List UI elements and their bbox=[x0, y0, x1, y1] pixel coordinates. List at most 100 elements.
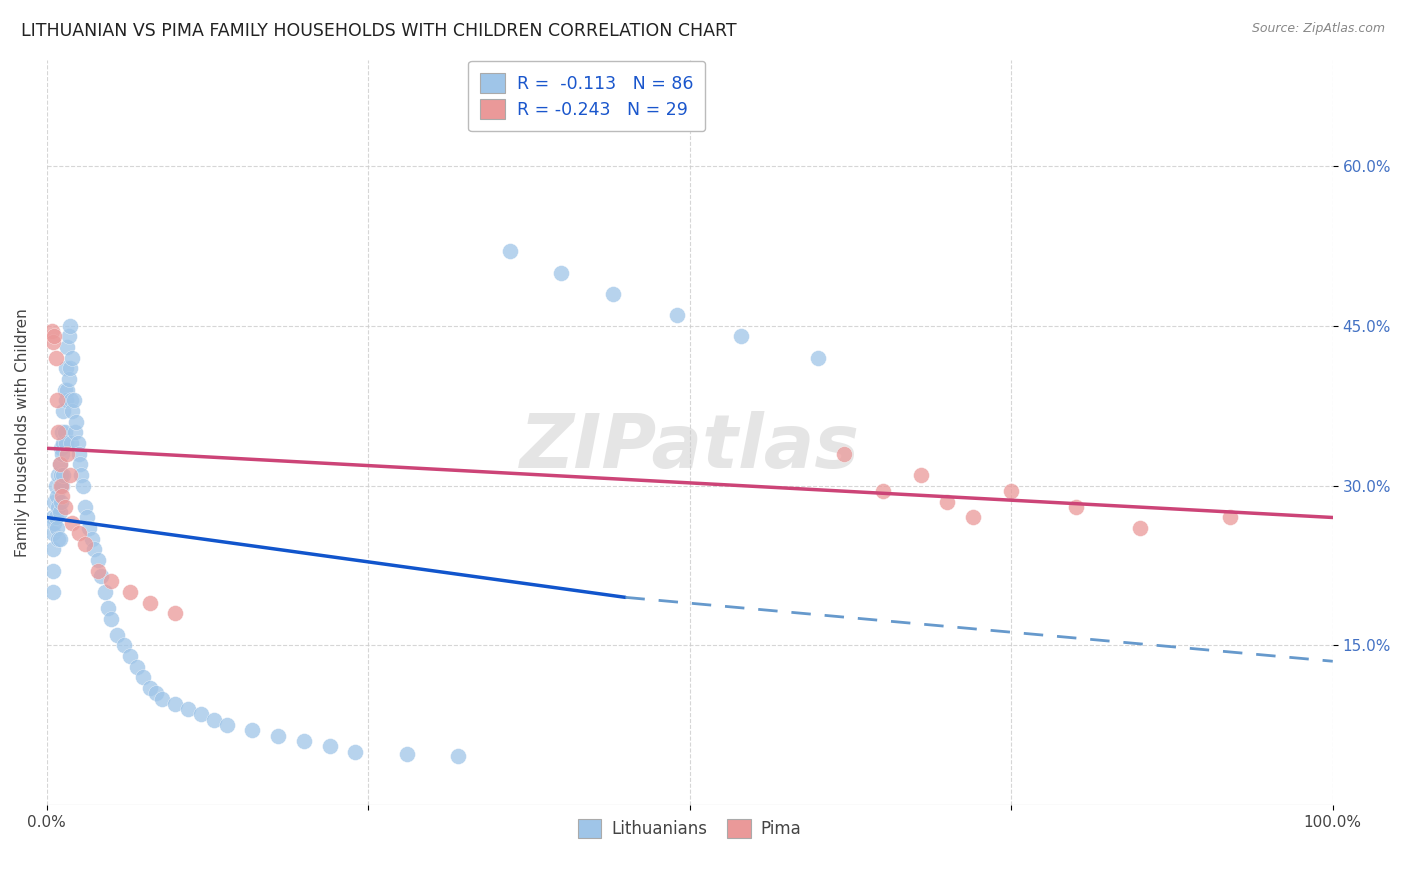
Point bbox=[42, 564, 65, 578]
Point bbox=[76, 510, 98, 524]
Point bbox=[59, 318, 82, 333]
Point bbox=[67, 526, 90, 541]
Point bbox=[45, 351, 67, 365]
Text: ZIPatlas: ZIPatlas bbox=[520, 410, 859, 483]
Point bbox=[125, 659, 148, 673]
Point bbox=[53, 500, 76, 514]
Text: LITHUANIAN VS PIMA FAMILY HOUSEHOLDS WITH CHILDREN CORRELATION CHART: LITHUANIAN VS PIMA FAMILY HOUSEHOLDS WIT… bbox=[21, 22, 737, 40]
Point bbox=[49, 478, 72, 492]
Point bbox=[602, 286, 624, 301]
Point bbox=[242, 723, 264, 738]
Point bbox=[75, 537, 97, 551]
Legend: Lithuanians, Pima: Lithuanians, Pima bbox=[571, 813, 808, 845]
Point bbox=[53, 425, 76, 440]
Point bbox=[138, 596, 160, 610]
Point bbox=[59, 467, 82, 482]
Point bbox=[58, 329, 80, 343]
Point bbox=[56, 340, 79, 354]
Point bbox=[46, 467, 69, 482]
Point bbox=[56, 383, 79, 397]
Point bbox=[46, 425, 69, 440]
Point bbox=[46, 521, 69, 535]
Text: Source: ZipAtlas.com: Source: ZipAtlas.com bbox=[1251, 22, 1385, 36]
Point bbox=[87, 564, 110, 578]
Point bbox=[318, 739, 340, 754]
Point bbox=[55, 436, 77, 450]
Point bbox=[46, 500, 69, 514]
Point bbox=[45, 478, 67, 492]
Point bbox=[344, 745, 367, 759]
Point bbox=[90, 569, 112, 583]
Point bbox=[107, 627, 129, 641]
Point bbox=[962, 510, 984, 524]
Point bbox=[120, 585, 142, 599]
Point bbox=[42, 510, 65, 524]
Point bbox=[730, 329, 752, 343]
Point bbox=[42, 585, 65, 599]
Point bbox=[52, 436, 75, 450]
Point bbox=[59, 361, 82, 376]
Point bbox=[55, 393, 77, 408]
Point bbox=[48, 457, 70, 471]
Point bbox=[67, 447, 90, 461]
Point bbox=[51, 489, 73, 503]
Point bbox=[267, 729, 290, 743]
Point bbox=[60, 351, 83, 365]
Point bbox=[87, 553, 110, 567]
Point bbox=[165, 697, 187, 711]
Point bbox=[51, 447, 73, 461]
Point bbox=[498, 244, 520, 259]
Point bbox=[292, 734, 315, 748]
Point bbox=[48, 532, 70, 546]
Point bbox=[202, 713, 225, 727]
Point bbox=[65, 415, 87, 429]
Point bbox=[66, 436, 89, 450]
Point bbox=[145, 686, 167, 700]
Point bbox=[80, 532, 103, 546]
Point bbox=[72, 478, 94, 492]
Point bbox=[190, 707, 212, 722]
Point bbox=[97, 601, 120, 615]
Point bbox=[63, 425, 86, 440]
Point bbox=[100, 574, 122, 589]
Point bbox=[58, 372, 80, 386]
Point bbox=[60, 436, 83, 450]
Point bbox=[100, 612, 122, 626]
Point bbox=[1064, 500, 1087, 514]
Point bbox=[165, 607, 187, 621]
Point bbox=[665, 308, 688, 322]
Point bbox=[93, 585, 115, 599]
Point bbox=[56, 447, 79, 461]
Point bbox=[41, 324, 63, 338]
Point bbox=[1219, 510, 1241, 524]
Point bbox=[52, 467, 75, 482]
Point bbox=[49, 467, 72, 482]
Point bbox=[177, 702, 200, 716]
Point bbox=[872, 483, 894, 498]
Point bbox=[550, 266, 572, 280]
Point bbox=[62, 393, 84, 408]
Point bbox=[48, 457, 70, 471]
Point bbox=[45, 510, 67, 524]
Point bbox=[936, 494, 959, 508]
Point bbox=[48, 505, 70, 519]
Point bbox=[52, 404, 75, 418]
Point bbox=[1129, 521, 1152, 535]
Y-axis label: Family Households with Children: Family Households with Children bbox=[15, 308, 30, 557]
Point bbox=[75, 500, 97, 514]
Point bbox=[215, 718, 238, 732]
Point bbox=[49, 442, 72, 456]
Point bbox=[447, 749, 470, 764]
Point bbox=[44, 329, 66, 343]
Point bbox=[83, 542, 105, 557]
Point bbox=[42, 542, 65, 557]
Point bbox=[55, 361, 77, 376]
Point bbox=[807, 351, 830, 365]
Point bbox=[395, 747, 418, 761]
Point bbox=[46, 532, 69, 546]
Point bbox=[60, 516, 83, 530]
Point bbox=[51, 478, 73, 492]
Point bbox=[46, 393, 69, 408]
Point bbox=[70, 467, 93, 482]
Point bbox=[44, 494, 66, 508]
